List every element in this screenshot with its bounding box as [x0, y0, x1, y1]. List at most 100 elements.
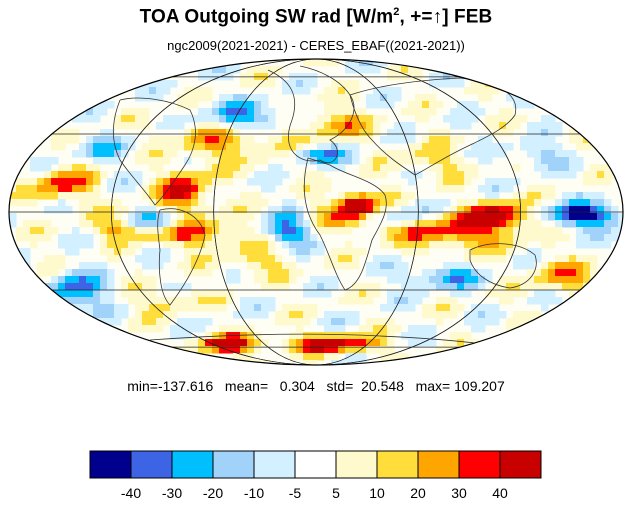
field-cell: [149, 304, 157, 312]
field-cell: [394, 129, 402, 137]
field-cell: [471, 108, 479, 116]
field-cell: [520, 220, 528, 228]
field-cell: [401, 157, 409, 165]
field-cell: [317, 185, 325, 193]
field-cell: [429, 136, 437, 144]
field-cell: [219, 129, 227, 137]
field-cell: [247, 136, 255, 144]
field-cell: [408, 66, 416, 74]
field-cell: [205, 94, 213, 102]
field-cell: [499, 178, 507, 186]
field-cell: [44, 178, 52, 186]
field-cell: [415, 332, 423, 340]
field-cell: [212, 157, 220, 165]
field-cell: [415, 220, 423, 228]
field-cell: [100, 171, 108, 179]
field-cell: [373, 122, 381, 130]
field-cell: [436, 241, 444, 249]
field-cell: [114, 122, 122, 130]
field-cell: [394, 304, 402, 312]
field-cell: [205, 171, 213, 179]
field-cell: [324, 262, 332, 270]
coastline: [112, 97, 196, 206]
field-cell: [569, 206, 577, 214]
field-cell: [156, 185, 164, 193]
field-cell: [352, 353, 360, 361]
field-cell: [492, 241, 500, 249]
field-cell: [422, 94, 430, 102]
field-cell: [534, 234, 542, 242]
field-cell: [380, 255, 388, 263]
field-cell: [219, 143, 227, 151]
field-cell: [576, 199, 584, 207]
field-cell: [303, 353, 311, 361]
field-cell: [317, 143, 325, 151]
field-cell: [51, 255, 59, 263]
field-cell: [345, 122, 353, 130]
field-cell: [471, 213, 479, 221]
field-cell: [156, 199, 164, 207]
field-cell: [359, 122, 367, 130]
field-cell: [387, 297, 395, 305]
field-cell: [457, 136, 465, 144]
field-cell: [387, 353, 395, 361]
field-cell: [93, 311, 101, 319]
field-cell: [93, 150, 101, 158]
field-cell: [331, 353, 339, 361]
colorbar-label: -20: [203, 485, 223, 501]
field-cell: [156, 311, 164, 319]
field-cell: [352, 157, 360, 165]
field-cell: [611, 234, 619, 242]
field-cell: [58, 199, 66, 207]
field-cell: [72, 248, 80, 256]
field-cell: [72, 129, 80, 137]
field-cell: [352, 59, 360, 67]
field-cell: [513, 227, 521, 235]
field-cell: [331, 115, 339, 123]
field-cell: [205, 143, 213, 151]
field-cell: [436, 150, 444, 158]
field-cell: [170, 80, 178, 88]
field-cell: [450, 262, 458, 270]
field-cell: [443, 129, 451, 137]
field-cell: [261, 283, 269, 291]
field-cell: [576, 227, 584, 235]
field-cell: [541, 143, 549, 151]
coastline: [469, 243, 537, 289]
field-cell: [485, 87, 493, 95]
field-cell: [254, 157, 262, 165]
field-cell: [548, 115, 556, 123]
field-cell: [198, 129, 206, 137]
field-cell: [492, 283, 500, 291]
field-cell: [79, 276, 87, 284]
field-cell: [443, 220, 451, 228]
field-cell: [51, 129, 59, 137]
field-cell: [408, 143, 416, 151]
field-cell: [317, 213, 325, 221]
field-cell: [198, 325, 206, 333]
field-cell: [569, 213, 577, 221]
field-cell: [51, 206, 59, 214]
field-cell: [331, 339, 339, 347]
field-cell: [317, 283, 325, 291]
field-cell: [317, 206, 325, 214]
field-cell: [65, 283, 73, 291]
field-cell: [100, 248, 108, 256]
field-cell: [436, 234, 444, 242]
field-cell: [240, 115, 248, 123]
field-cell: [513, 94, 521, 102]
field-cell: [275, 255, 283, 263]
field-cell: [520, 143, 528, 151]
field-cell: [156, 80, 164, 88]
field-cell: [443, 178, 451, 186]
field-cell: [198, 143, 206, 151]
field-cell: [373, 66, 381, 74]
field-cell: [492, 213, 500, 221]
field-cell: [121, 311, 129, 319]
field-cell: [289, 311, 297, 319]
field-cell: [478, 318, 486, 326]
field-cell: [282, 339, 290, 347]
longitude-line: [213, 59, 419, 365]
field-cell: [282, 227, 290, 235]
field-cell: [604, 206, 612, 214]
